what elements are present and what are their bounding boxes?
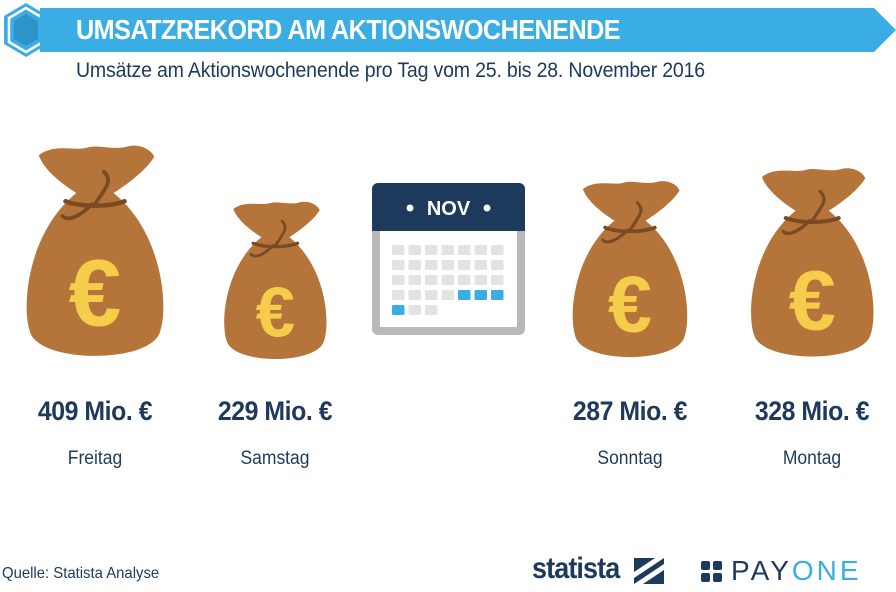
calendar-day	[392, 290, 405, 300]
calendar-day	[392, 245, 405, 255]
payone-logo-text: PAYONE	[731, 555, 862, 587]
calendar-day-highlight	[458, 290, 471, 300]
calendar-day-highlight	[474, 290, 487, 300]
payone-logo-one: ONE	[791, 555, 862, 586]
value-label-sonntag: 287 Mio. €	[572, 396, 688, 426]
calendar-icon: NOV	[372, 183, 525, 335]
calendar-day	[408, 260, 421, 270]
calendar-day	[408, 275, 421, 285]
category-label-samstag: Samstag	[240, 448, 310, 469]
value-label-montag: 328 Mio. €	[754, 396, 870, 426]
calendar-day	[458, 260, 471, 270]
calendar-day	[425, 275, 438, 285]
payone-logo-pay: PAY	[731, 555, 792, 586]
statista-logo-text: statista	[532, 552, 620, 585]
calendar-day	[425, 245, 438, 255]
calendar-grid	[392, 245, 504, 315]
calendar-day	[474, 245, 487, 255]
calendar-day	[408, 245, 421, 255]
calendar-day	[425, 260, 438, 270]
category-label-freitag: Freitag	[67, 448, 123, 469]
calendar-day	[474, 260, 487, 270]
calendar-day	[441, 245, 454, 255]
calendar-day	[491, 275, 504, 285]
money-bag-freitag: €	[26, 145, 164, 356]
money-bag-montag: €	[750, 168, 874, 357]
category-label-montag: Montag	[782, 448, 842, 469]
calendar-day	[491, 260, 504, 270]
calendar-day	[458, 245, 471, 255]
money-bag-samstag: €	[223, 201, 327, 359]
calendar-day	[392, 275, 405, 285]
calendar-day	[458, 275, 471, 285]
category-label-sonntag: Sonntag	[597, 448, 663, 469]
calendar-month-label: NOV	[427, 198, 471, 220]
value-label-samstag: 229 Mio. €	[217, 396, 333, 426]
calendar-day	[425, 305, 438, 315]
hexagon-logo-icon	[4, 3, 48, 57]
svg-text:€: €	[255, 273, 294, 352]
page-subtitle: Umsätze am Aktionswochenende pro Tag vom…	[76, 59, 705, 82]
statista-logo-icon	[634, 558, 664, 584]
source-note: Quelle: Statista Analyse	[2, 565, 160, 582]
calendar-day	[408, 305, 421, 315]
calendar-day	[474, 275, 487, 285]
title-banner	[40, 8, 896, 52]
calendar-day	[392, 260, 405, 270]
calendar-day	[491, 245, 504, 255]
calendar-day	[441, 290, 454, 300]
value-label-freitag: 409 Mio. €	[37, 396, 153, 426]
calendar-day-highlight	[392, 305, 405, 315]
calendar-day	[441, 260, 454, 270]
svg-text:€: €	[608, 260, 652, 349]
calendar-day	[441, 275, 454, 285]
svg-text:€: €	[788, 253, 835, 348]
money-bag-sonntag: €	[572, 181, 688, 358]
calendar-day-highlight	[491, 290, 504, 300]
calendar-day	[425, 290, 438, 300]
page-title: UMSATZREKORD AM AKTIONSWOCHENENDE	[76, 14, 621, 45]
payone-logo-icon	[701, 561, 722, 582]
calendar-day	[408, 290, 421, 300]
svg-text:€: €	[69, 240, 122, 346]
